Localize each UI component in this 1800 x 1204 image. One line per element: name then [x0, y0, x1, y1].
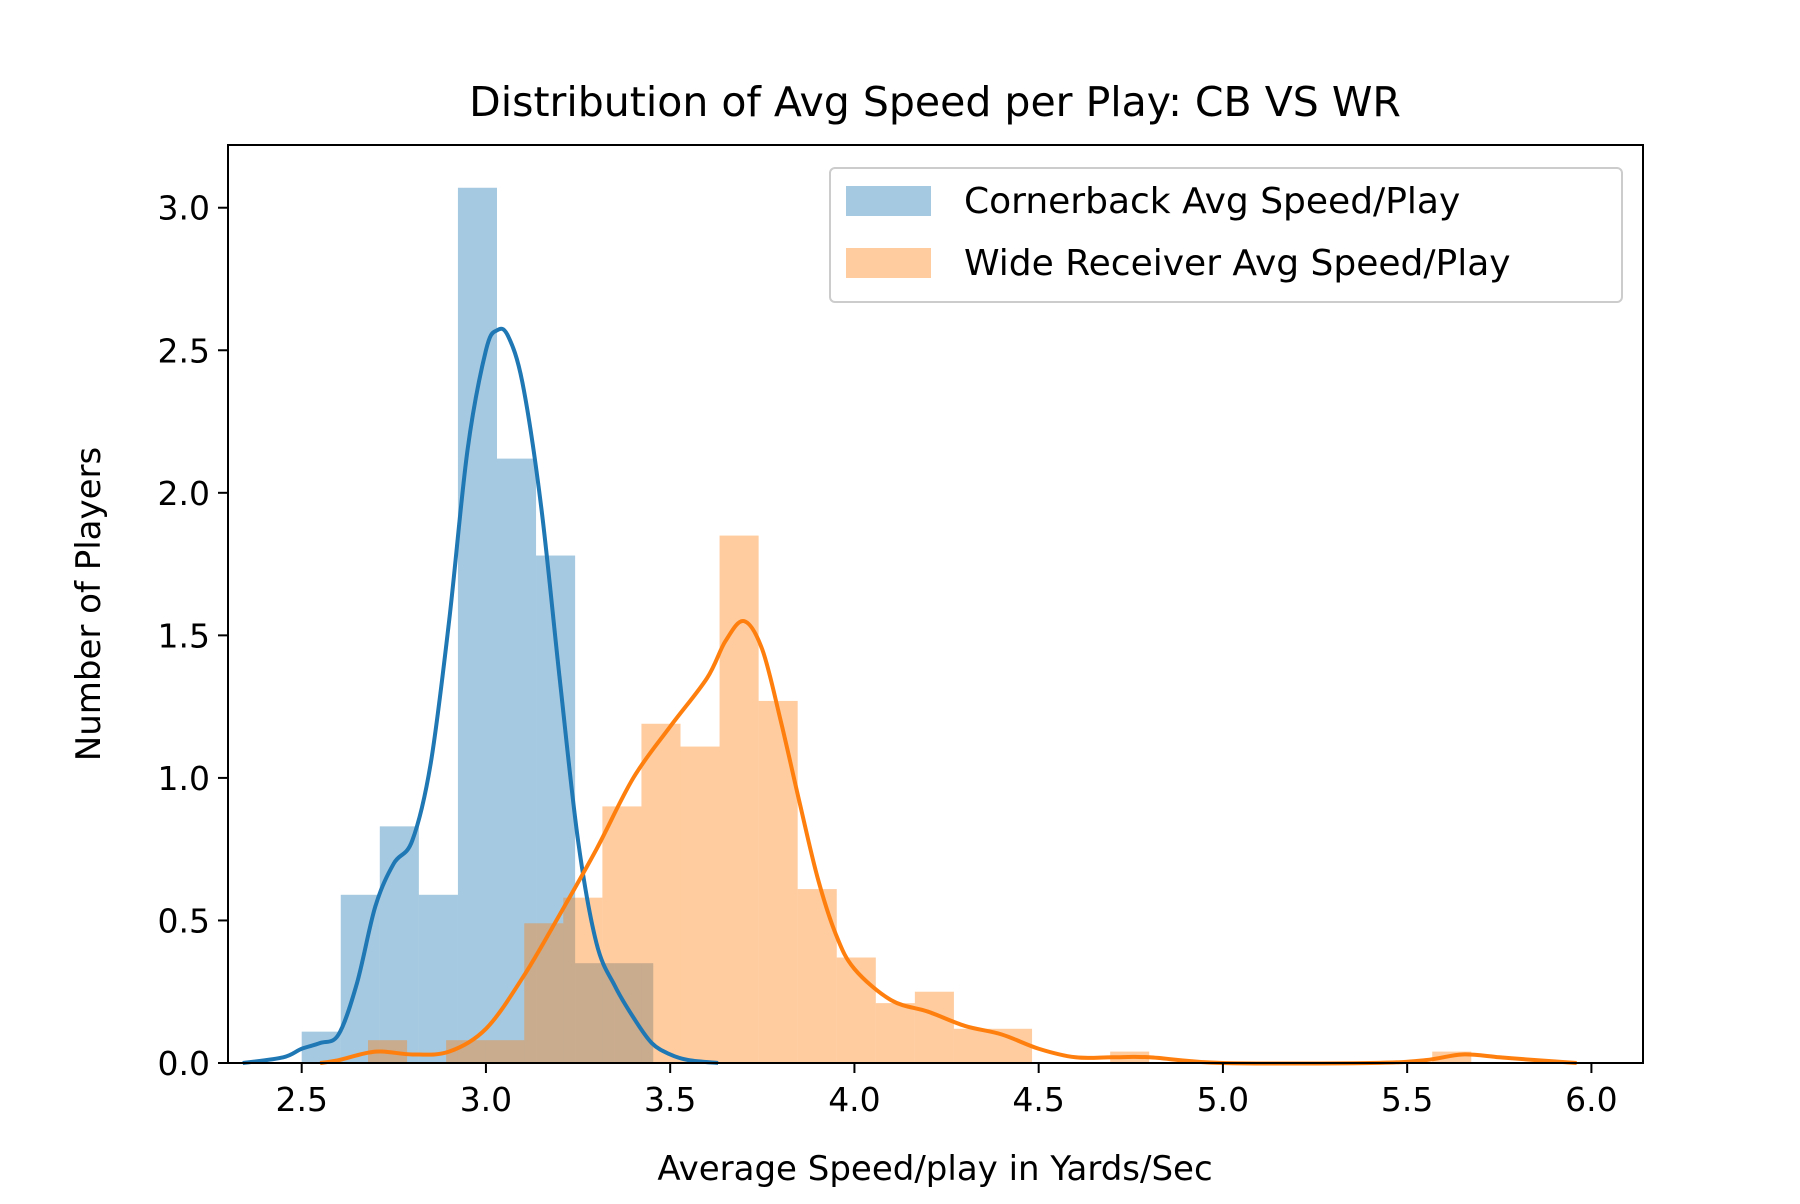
y-tick-label: 2.0 — [158, 474, 210, 513]
hist-bar-cornerback-8 — [614, 963, 654, 1063]
legend: Cornerback Avg Speed/Play Wide Receiver … — [829, 167, 1623, 303]
hist-bar-wide-receiver-4 — [524, 923, 564, 1063]
hist-bar-cornerback-5 — [496, 458, 537, 1063]
bars-layer — [301, 187, 1472, 1063]
legend-swatch-wide-receiver — [846, 248, 931, 278]
hist-bar-wide-receiver-8 — [680, 746, 720, 1063]
x-tick-label: 3.5 — [644, 1080, 696, 1119]
legend-label-cornerback: Cornerback Avg Speed/Play — [964, 181, 1460, 222]
y-tick-label: 0.0 — [158, 1044, 210, 1083]
hist-bar-cornerback-1 — [340, 894, 380, 1063]
hist-bar-cornerback-4 — [457, 187, 497, 1063]
legend-label-wide-receiver: Wide Receiver Avg Speed/Play — [964, 243, 1511, 284]
x-tick-label: 6.0 — [1565, 1080, 1617, 1119]
hist-bar-wide-receiver-13 — [875, 1003, 915, 1063]
y-tick-label: 3.0 — [158, 189, 210, 228]
hist-bar-wide-receiver-15 — [953, 1028, 993, 1063]
legend-swatch-cornerback — [846, 186, 931, 216]
y-tick-label: 1.5 — [158, 616, 210, 655]
kde-line-cornerback — [242, 326, 719, 1065]
plot-frame — [227, 144, 1644, 1064]
hist-bar-cornerback-7 — [575, 963, 615, 1063]
x-tick-label: 4.0 — [828, 1080, 880, 1119]
hist-bar-wide-receiver-9 — [719, 535, 759, 1063]
y-axis-ticks: 0.0 0.5 1.0 1.5 2.0 2.5 3.0 — [158, 189, 228, 1083]
hist-bar-wide-receiver-14 — [914, 991, 954, 1063]
chart-title: Distribution of Avg Speed per Play: CB V… — [469, 78, 1401, 126]
x-tick-label: 5.0 — [1197, 1080, 1249, 1119]
y-tick-label: 1.0 — [158, 759, 210, 798]
hist-bar-wide-receiver-3 — [485, 1040, 525, 1063]
hist-bar-wide-receiver-10 — [758, 700, 798, 1063]
x-axis-ticks: 2.5 3.0 3.5 4.0 4.5 5.0 5.5 6.0 — [275, 1063, 1618, 1119]
hist-bar-cornerback-3 — [418, 894, 458, 1063]
hist-bar-wide-receiver-12 — [836, 957, 876, 1063]
x-tick-label: 3.0 — [460, 1080, 512, 1119]
hist-bar-wide-receiver-5 — [563, 897, 603, 1063]
hist-bar-cornerback-2 — [379, 826, 419, 1063]
y-tick-label: 2.5 — [158, 331, 210, 370]
x-axis-label: Average Speed/play in Yards/Sec — [657, 1149, 1212, 1189]
legend-box — [829, 167, 1623, 303]
x-tick-label: 2.5 — [275, 1080, 327, 1119]
y-tick-label: 0.5 — [158, 901, 210, 940]
x-tick-label: 4.5 — [1012, 1080, 1064, 1119]
hist-bar-wide-receiver-2 — [446, 1040, 486, 1063]
hist-bar-wide-receiver-7 — [641, 723, 681, 1063]
y-axis-label: Number of Players — [69, 447, 109, 761]
x-tick-label: 5.5 — [1381, 1080, 1433, 1119]
